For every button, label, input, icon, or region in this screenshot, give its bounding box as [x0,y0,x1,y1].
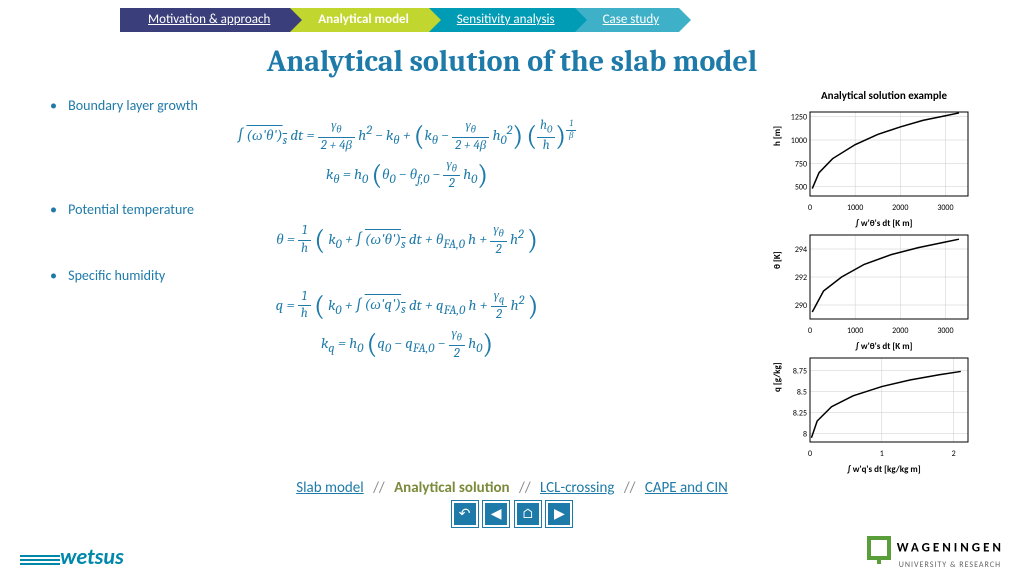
wageningen-icon [867,536,891,560]
svg-text:294: 294 [795,245,807,255]
home-icon[interactable]: ⌂ [515,501,541,527]
svg-text:3000: 3000 [937,326,953,336]
svg-text:500: 500 [795,183,807,193]
svg-text:8.25: 8.25 [793,409,807,419]
svg-text:1000: 1000 [847,203,863,213]
subnav-lcl[interactable]: LCL-crossing [540,479,614,497]
svg-text:290: 290 [795,301,807,311]
svg-text:1250: 1250 [791,113,807,123]
next-icon[interactable]: ▶ [546,501,572,527]
sub-nav: Slab model // Analytical solution // LCL… [0,479,1024,497]
svg-text:8.5: 8.5 [797,388,807,398]
equation-pt: θ = 1h ( k0 + ∫ (ω'θ')s dt + θFA,0 h + γ… [40,222,774,259]
top-nav: Motivation & approach Analytical model S… [0,0,1024,32]
charts-title: Analytical solution example [774,89,994,102]
bullet-pt: Potential temperature [50,201,774,218]
charts-column: Analytical solution example h [m]0100020… [774,89,994,475]
sep: // [624,479,636,497]
sep: // [373,479,385,497]
subnav-cape[interactable]: CAPE and CIN [645,479,728,497]
svg-text:8: 8 [803,430,807,440]
bullet-sh: Specific humidity [50,267,774,284]
equation-sh-1: q = 1h ( k0 + ∫ (ω'q')s dt + qFA,0 h + γ… [40,288,774,325]
nav-sensitivity[interactable]: Sensitivity analysis [429,8,575,32]
chart-theta-xlabel: ∫ w'θ's dt [K m] [774,341,994,352]
back-icon[interactable]: ↶ [452,501,478,527]
page-title: Analytical solution of the slab model [0,44,1024,79]
sep: // [519,479,531,497]
svg-text:0: 0 [808,326,812,336]
svg-text:1: 1 [880,449,884,459]
subnav-slab[interactable]: Slab model [296,479,363,497]
footer: wetsus WAGENINGEN UNIVERSITY & RESEARCH [0,536,1024,570]
svg-text:8.75: 8.75 [793,367,807,377]
chart-theta: θ [K]0100020003000290292294 [774,229,974,339]
subnav-analytical: Analytical solution [394,479,510,497]
equations-column: Boundary layer growth ∫ (ω'θ')s dt = γθ2… [40,89,774,475]
wageningen-logo: WAGENINGEN UNIVERSITY & RESEARCH [867,536,1004,570]
equation-blg-2: kθ = h0 (θ0 − θf,0 − γθ2 h0) [40,157,774,194]
svg-text:292: 292 [795,273,807,283]
svg-text:3000: 3000 [937,203,953,213]
bullet-blg: Boundary layer growth [50,97,774,114]
wave-icon [20,549,60,569]
svg-text:1000: 1000 [847,326,863,336]
nav-analytical[interactable]: Analytical model [290,8,429,32]
prev-icon[interactable]: ◀ [483,501,509,527]
slide-controls: ↶ ◀ ⌂ ▶ [0,501,1024,527]
svg-text:750: 750 [795,159,807,169]
svg-text:0: 0 [808,449,812,459]
equation-sh-2: kq = h0 (q0 − qFA,0 − γθ2 h0) [40,326,774,363]
wetsus-logo: wetsus [20,543,124,570]
chart-h-xlabel: ∫ w'θ's dt [K m] [774,218,994,229]
equation-blg-1: ∫ (ω'θ')s dt = γθ2 + 4β h2 − kθ + (kθ − … [40,118,774,155]
svg-text:2000: 2000 [892,326,908,336]
svg-text:1000: 1000 [791,136,807,146]
svg-text:0: 0 [808,203,812,213]
svg-text:2000: 2000 [892,203,908,213]
nav-case-study[interactable]: Case study [575,8,680,32]
chart-q-xlabel: ∫ w'q's dt [kg/kg m] [774,464,994,475]
svg-text:2: 2 [952,449,956,459]
nav-motivation[interactable]: Motivation & approach [120,8,290,32]
chart-q: q [g/kg]01288.258.58.75 [774,352,974,462]
main-content: Boundary layer growth ∫ (ω'θ')s dt = γθ2… [0,79,1024,475]
chart-h: h [m]010002000300050075010001250 [774,106,974,216]
